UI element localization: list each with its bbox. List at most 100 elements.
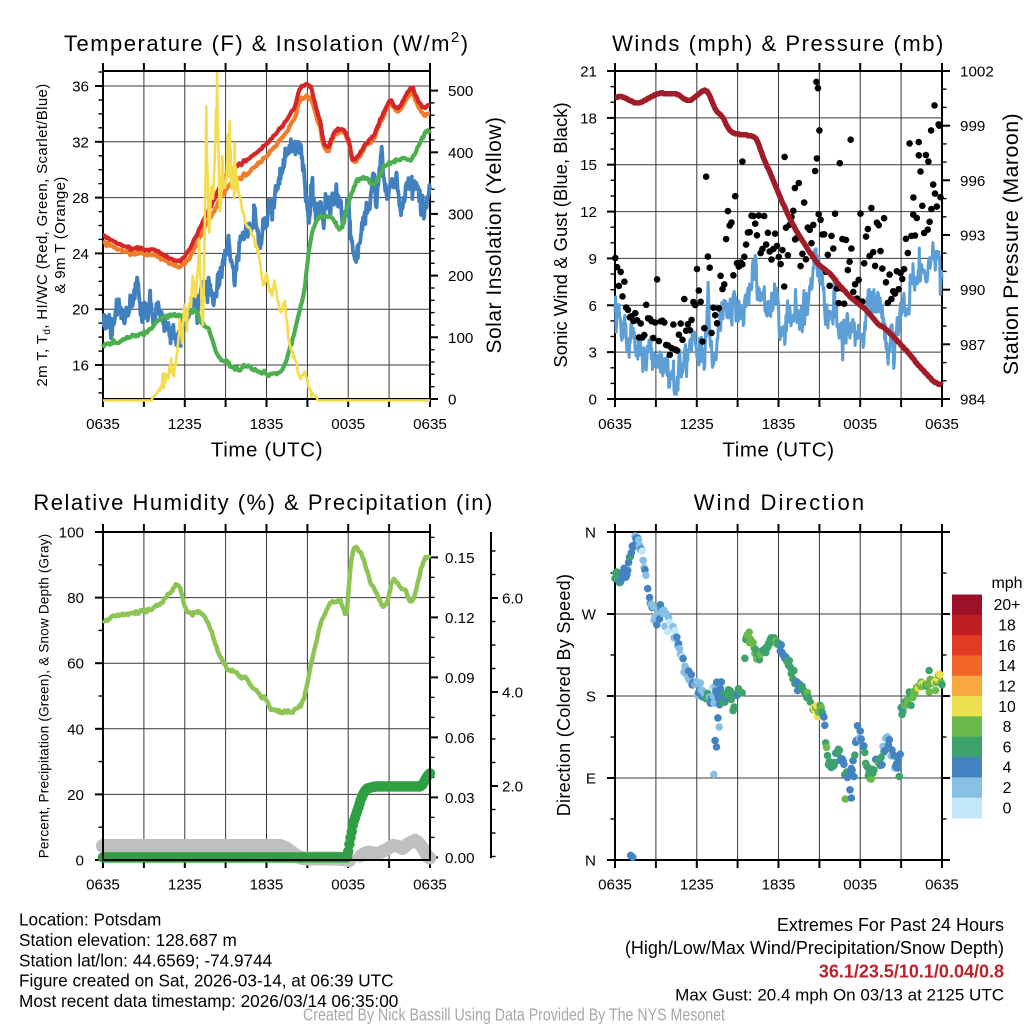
svg-text:S: S [586, 689, 596, 706]
svg-text:36: 36 [72, 79, 89, 96]
svg-text:Most recent data timestamp: 20: Most recent data timestamp: 2026/03/14 0… [19, 991, 398, 1011]
svg-text:15: 15 [580, 157, 597, 174]
svg-text:6: 6 [589, 298, 597, 315]
svg-text:1835: 1835 [762, 416, 796, 433]
svg-text:21: 21 [580, 64, 597, 81]
svg-text:0.12: 0.12 [445, 610, 475, 627]
svg-text:18: 18 [580, 110, 597, 127]
svg-text:24: 24 [72, 246, 89, 263]
svg-text:Percent, Precipitation (Green): Percent, Precipitation (Green), & Snow D… [37, 534, 52, 859]
svg-text:1235: 1235 [680, 876, 714, 893]
svg-text:Extremes For Past 24 Hours: Extremes For Past 24 Hours [777, 915, 1004, 935]
svg-text:9: 9 [589, 251, 597, 268]
svg-text:0.15: 0.15 [445, 550, 475, 567]
svg-text:Relative Humidity (%) & Precip: Relative Humidity (%) & Precipitation (i… [33, 490, 493, 515]
svg-text:1235: 1235 [168, 876, 202, 893]
svg-text:40: 40 [67, 721, 84, 738]
svg-text:100: 100 [448, 330, 473, 347]
svg-text:28: 28 [72, 190, 89, 207]
svg-text:Solar Insolation (Yellow): Solar Insolation (Yellow) [483, 116, 506, 353]
svg-text:0.06: 0.06 [445, 730, 475, 747]
svg-text:N: N [585, 853, 596, 870]
svg-text:Station elevation: 128.687 m: Station elevation: 128.687 m [19, 930, 237, 950]
svg-text:0: 0 [76, 853, 84, 870]
svg-text:W: W [582, 607, 597, 624]
svg-text:0635: 0635 [598, 876, 632, 893]
svg-text:1235: 1235 [680, 416, 714, 433]
svg-text:0: 0 [448, 392, 456, 409]
svg-text:& 9m T (Orange): & 9m T (Orange) [52, 176, 69, 293]
svg-text:100: 100 [59, 525, 84, 542]
svg-text:0635: 0635 [413, 416, 447, 433]
svg-text:3: 3 [589, 345, 597, 362]
svg-text:60: 60 [67, 656, 84, 673]
svg-text:0635: 0635 [598, 416, 632, 433]
svg-text:0035: 0035 [331, 416, 365, 433]
svg-text:14: 14 [998, 658, 1016, 675]
svg-text:mph: mph [991, 575, 1022, 592]
svg-text:Direction (Colored By Speed): Direction (Colored By Speed) [554, 574, 574, 817]
svg-text:E: E [586, 771, 596, 788]
svg-text:20: 20 [72, 302, 89, 319]
svg-text:Station lat/lon: 44.6569; -74.: Station lat/lon: 44.6569; -74.9744 [19, 950, 273, 970]
svg-text:2.0: 2.0 [502, 779, 523, 796]
svg-text:1835: 1835 [762, 876, 796, 893]
svg-text:20: 20 [67, 787, 84, 804]
svg-text:0035: 0035 [331, 876, 365, 893]
svg-text:500: 500 [448, 83, 473, 100]
svg-text:Location: Potsdam: Location: Potsdam [19, 910, 161, 930]
svg-text:Figure created on Sat, 2026-03: Figure created on Sat, 2026-03-14, at 06… [19, 971, 394, 991]
svg-text:0035: 0035 [843, 416, 877, 433]
svg-text:200: 200 [448, 268, 473, 285]
svg-text:0635: 0635 [86, 876, 120, 893]
svg-text:984: 984 [960, 392, 985, 409]
svg-text:6.0: 6.0 [502, 591, 523, 608]
svg-text:36.1/23.5/10.1/0.04/0.8: 36.1/23.5/10.1/0.04/0.8 [819, 961, 1004, 981]
svg-text:16: 16 [998, 638, 1016, 655]
svg-text:Time (UTC): Time (UTC) [722, 439, 834, 462]
svg-text:80: 80 [67, 590, 84, 607]
svg-text:10: 10 [998, 699, 1016, 716]
svg-text:0.03: 0.03 [445, 790, 475, 807]
svg-text:0635: 0635 [413, 876, 447, 893]
svg-text:0635: 0635 [925, 416, 959, 433]
svg-text:Winds (mph) & Pressure (mb): Winds (mph) & Pressure (mb) [612, 31, 945, 56]
svg-text:990: 990 [960, 282, 985, 299]
svg-text:12: 12 [998, 678, 1016, 695]
svg-text:Time (UTC): Time (UTC) [211, 439, 323, 462]
svg-text:Created By Nick Bassill Using: Created By Nick Bassill Using Data Provi… [303, 1005, 725, 1024]
svg-text:12: 12 [580, 204, 597, 221]
svg-text:0635: 0635 [925, 876, 959, 893]
svg-text:400: 400 [448, 145, 473, 162]
svg-text:8: 8 [1003, 719, 1012, 736]
svg-text:4: 4 [1003, 760, 1012, 777]
svg-text:4.0: 4.0 [502, 685, 523, 702]
svg-text:20+: 20+ [994, 597, 1021, 614]
svg-text:996: 996 [960, 173, 985, 190]
svg-text:993: 993 [960, 228, 985, 245]
svg-text:0: 0 [1003, 800, 1012, 817]
svg-text:2m T, Td, HI/WC (Red, Green, S: 2m T, Td, HI/WC (Red, Green, Scarlet/Blu… [34, 83, 53, 386]
svg-text:32: 32 [72, 134, 89, 151]
svg-text:0: 0 [589, 392, 597, 409]
svg-text:Temperature (F) & Insolation (: Temperature (F) & Insolation (W/m2) [64, 29, 470, 56]
svg-text:(High/Low/Max Wind/Precipitati: (High/Low/Max Wind/Precipitation/Snow De… [625, 938, 1004, 958]
svg-text:2: 2 [1003, 780, 1012, 797]
svg-text:1835: 1835 [250, 876, 284, 893]
svg-text:1835: 1835 [250, 416, 284, 433]
svg-text:1235: 1235 [168, 416, 202, 433]
svg-text:0.00: 0.00 [445, 850, 475, 867]
svg-text:6: 6 [1003, 739, 1012, 756]
svg-text:16: 16 [72, 358, 89, 375]
svg-text:Station Pressure (Maroon): Station Pressure (Maroon) [999, 113, 1023, 375]
svg-text:Wind Direction: Wind Direction [694, 490, 866, 515]
svg-text:987: 987 [960, 337, 985, 354]
svg-text:0635: 0635 [86, 416, 120, 433]
svg-text:1002: 1002 [960, 64, 994, 81]
svg-text:N: N [585, 525, 596, 542]
svg-text:Max Gust: 20.4 mph On 03/13 at: Max Gust: 20.4 mph On 03/13 at 2125 UTC [675, 986, 1004, 1005]
svg-text:300: 300 [448, 206, 473, 223]
svg-text:0.09: 0.09 [445, 670, 475, 687]
svg-text:18: 18 [998, 618, 1016, 635]
svg-text:999: 999 [960, 118, 985, 135]
